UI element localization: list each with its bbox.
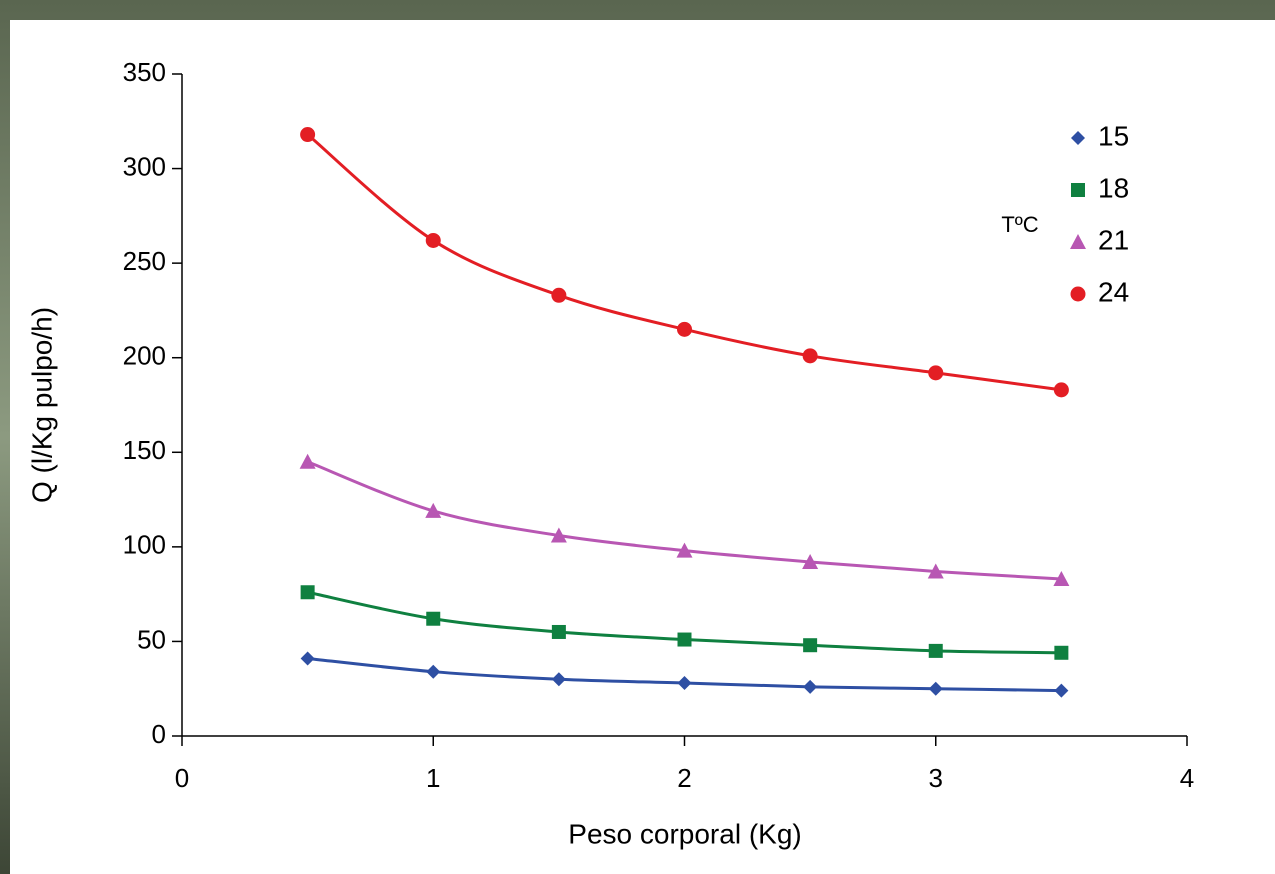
marker	[550, 527, 567, 543]
marker	[425, 232, 441, 248]
marker	[1054, 683, 1069, 698]
marker	[803, 679, 818, 694]
y-tick-label: 100	[123, 530, 166, 560]
marker	[426, 664, 441, 679]
legend-label: 18	[1098, 172, 1129, 203]
marker	[802, 553, 819, 569]
marker	[1053, 571, 1070, 587]
marker	[300, 585, 315, 600]
legend-marker	[1070, 286, 1086, 302]
legend-marker	[1070, 234, 1086, 249]
x-tick-label: 3	[929, 763, 943, 793]
y-axis-title: Q (l/Kg pulpo/h)	[26, 307, 57, 503]
y-tick-label: 300	[123, 151, 166, 181]
marker	[551, 672, 566, 687]
legend-title: TºC	[1001, 212, 1038, 237]
marker	[425, 502, 442, 518]
y-tick-label: 350	[123, 57, 166, 87]
marker	[677, 676, 692, 691]
x-tick-label: 2	[677, 763, 691, 793]
chart-panel	[10, 20, 1275, 874]
legend-marker	[1071, 183, 1085, 197]
x-tick-label: 4	[1180, 763, 1194, 793]
legend-marker	[1071, 131, 1085, 145]
marker	[1053, 382, 1069, 398]
marker	[928, 643, 943, 658]
marker	[300, 127, 316, 143]
marker	[928, 365, 944, 381]
x-tick-label: 1	[426, 763, 440, 793]
marker	[1054, 645, 1069, 660]
y-tick-label: 50	[137, 624, 166, 654]
marker	[676, 542, 693, 558]
y-tick-label: 200	[123, 341, 166, 371]
y-tick-label: 150	[123, 435, 166, 465]
legend-label: 21	[1098, 224, 1129, 255]
y-tick-label: 250	[123, 246, 166, 276]
legend-label: 24	[1098, 276, 1129, 307]
marker	[927, 563, 944, 579]
marker	[299, 453, 316, 469]
marker	[426, 611, 441, 626]
marker	[928, 681, 943, 696]
x-axis-title: Peso corporal (Kg)	[568, 818, 801, 849]
legend-label: 15	[1098, 120, 1129, 151]
marker	[551, 624, 566, 639]
y-tick-label: 0	[152, 719, 166, 749]
marker	[802, 348, 818, 364]
marker	[803, 638, 818, 653]
x-tick-label: 0	[175, 763, 189, 793]
marker	[677, 321, 692, 337]
marker	[551, 287, 567, 303]
marker	[300, 651, 315, 666]
marker	[677, 632, 692, 647]
